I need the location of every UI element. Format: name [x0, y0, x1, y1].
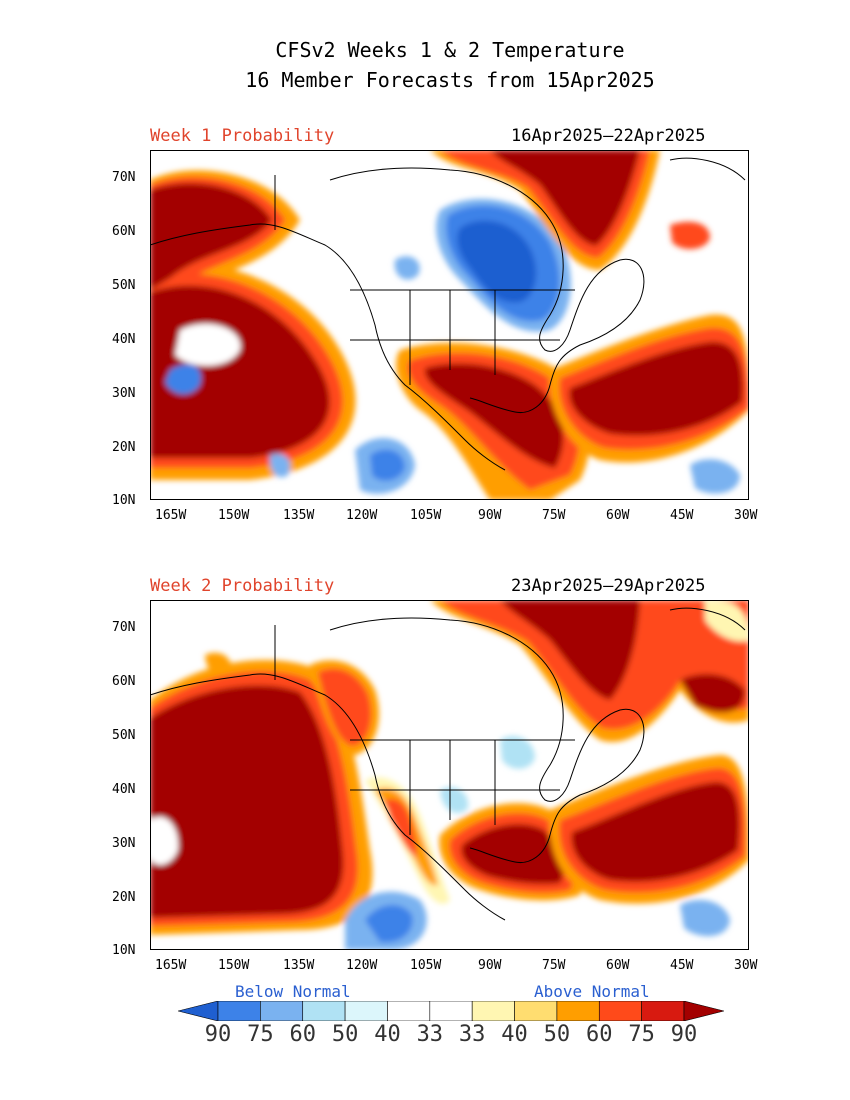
week2-label: Week 2 Probability — [150, 576, 335, 596]
title-line-1: CFSv2 Weeks 1 & 2 Temperature — [275, 38, 625, 62]
week2-y-label-50n: 50N — [112, 728, 136, 743]
week2-x-label-105w: 105W — [410, 958, 442, 973]
legend-value-7: 40 — [501, 1022, 528, 1047]
week2-x-label-165w: 165W — [155, 958, 187, 973]
week1-x-label-45w: 45W — [670, 508, 694, 523]
legend-value-4: 40 — [374, 1022, 401, 1047]
week1-x-label-165w: 165W — [155, 508, 187, 523]
legend-value-5: 33 — [416, 1022, 444, 1047]
legend-color-9 — [556, 1001, 600, 1021]
week1-map — [150, 150, 749, 500]
legend-color-11 — [641, 1001, 685, 1021]
week2-y-label-30n: 30N — [112, 836, 136, 851]
legend-color-12 — [683, 1001, 724, 1021]
week2-x-label-30w: 30W — [734, 958, 758, 973]
week2-x-label-75w: 75W — [542, 958, 566, 973]
week1-y-label-70n: 70N — [112, 170, 136, 185]
week1-x-label-120w: 120W — [346, 508, 378, 523]
legend-value-3: 50 — [331, 1022, 359, 1047]
legend-value-8: 50 — [543, 1022, 571, 1047]
legend-color-5 — [387, 1001, 431, 1021]
region-baffin-greenland-warm — [430, 150, 710, 270]
week2-y-label-40n: 40N — [112, 782, 136, 797]
week1-y-label-50n: 50N — [112, 278, 136, 293]
region-north-pacific-warm — [150, 170, 356, 480]
week1-y-label-30n: 30N — [112, 386, 136, 401]
legend-color-1 — [217, 1001, 261, 1021]
week2-x-label-45w: 45W — [670, 958, 694, 973]
legend-above-normal: Above Normal — [534, 982, 650, 1001]
region-mexico-pacific-cold — [345, 891, 427, 950]
legend-value-9: 60 — [586, 1022, 613, 1047]
week1-y-label-10n: 10N — [112, 493, 136, 508]
legend-colorbar — [178, 1001, 724, 1021]
week2-date-range: 23Apr2025–29Apr2025 — [511, 576, 706, 596]
legend-value-6: 33 — [458, 1022, 486, 1047]
week1-y-label-40n: 40N — [112, 332, 136, 347]
week1-x-label-150w: 150W — [218, 508, 250, 523]
legend-color-3 — [302, 1001, 346, 1021]
legend-below-normal: Below Normal — [235, 982, 351, 1001]
legend-color-8 — [514, 1001, 558, 1021]
legend-color-0 — [178, 1001, 219, 1021]
week1-x-label-90w: 90W — [478, 508, 502, 523]
week1-x-label-75w: 75W — [542, 508, 566, 523]
week2-coastlines — [150, 607, 746, 921]
week1-x-label-105w: 105W — [410, 508, 442, 523]
week1-x-label-60w: 60W — [606, 508, 630, 523]
week1-label: Week 1 Probability — [150, 126, 335, 146]
region-baffin-greenland-warm — [430, 600, 749, 742]
week1-y-label-20n: 20N — [112, 440, 136, 455]
legend-color-10 — [598, 1001, 642, 1021]
legend-value-0: 90 — [204, 1022, 232, 1047]
region-north-pacific-warm — [150, 652, 373, 935]
week1-date-range: 16Apr2025–22Apr2025 — [511, 126, 706, 146]
week2-map — [150, 600, 749, 950]
legend-value-11: 90 — [670, 1022, 698, 1047]
week1-coastlines — [150, 157, 746, 471]
region-western-canada-warm — [310, 660, 379, 755]
region-subtropical-pacific-cold — [165, 364, 201, 395]
week2-x-label-60w: 60W — [606, 958, 630, 973]
region-central-atlantic-warm — [549, 314, 749, 463]
week2-x-label-90w: 90W — [478, 958, 502, 973]
legend-color-6 — [429, 1001, 473, 1021]
week1-y-label-60n: 60N — [112, 224, 136, 239]
legend-color-4 — [344, 1001, 388, 1021]
week2-x-label-150w: 150W — [218, 958, 250, 973]
legend-value-10: 75 — [628, 1022, 655, 1047]
region-gulf-southeast-warm — [439, 803, 584, 901]
region-gulf-southeast-warm — [396, 342, 590, 500]
region-hudson-bay-great-lakes-cold — [436, 198, 571, 332]
region-great-lakes-cold — [440, 736, 535, 814]
week2-x-label-135w: 135W — [283, 958, 315, 973]
region-central-atlantic-warm — [549, 755, 749, 904]
legend-color-7 — [471, 1001, 515, 1021]
week2-y-label-70n: 70N — [112, 620, 136, 635]
week2-y-label-60n: 60N — [112, 674, 136, 689]
week2-y-label-10n: 10N — [112, 943, 136, 958]
legend-value-2: 60 — [289, 1022, 316, 1047]
legend-color-2 — [260, 1001, 304, 1021]
week1-x-label-30w: 30W — [734, 508, 758, 523]
week2-x-label-120w: 120W — [346, 958, 378, 973]
title-line-2: 16 Member Forecasts from 15Apr2025 — [245, 68, 655, 92]
week1-x-label-135w: 135W — [283, 508, 315, 523]
legend-value-1: 75 — [247, 1022, 274, 1047]
week2-y-label-20n: 20N — [112, 890, 136, 905]
